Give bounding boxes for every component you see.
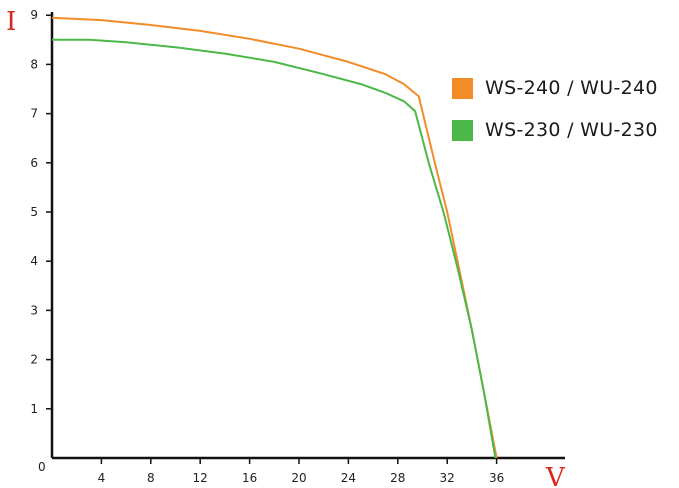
legend-item-ws230: WS-230 / WU-230	[452, 118, 658, 142]
series-layer	[51, 16, 498, 459]
axes	[50, 12, 565, 460]
x-tick-label: 28	[390, 471, 405, 485]
x-tick-label: 36	[489, 471, 504, 485]
legend-label-ws230: WS-230 / WU-230	[485, 119, 658, 141]
x-tick-label: 20	[291, 471, 306, 485]
series-line-ws230	[52, 38, 497, 459]
y-tick-label: 3	[30, 303, 38, 317]
y-tick-label: 5	[30, 205, 38, 219]
x-axis-label: V	[545, 463, 566, 488]
y-tick-label: 1	[30, 402, 38, 416]
legend: WS-240 / WU-240 WS-230 / WU-230	[452, 76, 658, 160]
legend-swatch-ws240	[452, 77, 473, 99]
x-tick-label: 8	[147, 471, 155, 485]
series-line-ws240	[51, 16, 498, 459]
legend-item-ws240: WS-240 / WU-240	[452, 76, 658, 100]
y-tick-label: 6	[30, 156, 38, 170]
x-tick-label: 24	[341, 471, 356, 485]
legend-swatch-ws230	[452, 119, 473, 141]
y-tick-label: 9	[30, 8, 38, 22]
y-axis-label: I	[6, 7, 16, 37]
x-tick-label: 12	[193, 471, 208, 485]
y-tick-label: 4	[30, 254, 38, 268]
x-tick-label: 4	[98, 471, 106, 485]
x-tick-label: 16	[242, 471, 257, 485]
y-tick-label: 8	[30, 57, 38, 71]
x-tick-label: 32	[440, 471, 455, 485]
y-tick-label: 7	[30, 107, 38, 121]
y-tick-label: 2	[30, 353, 38, 367]
legend-label-ws240: WS-240 / WU-240	[485, 77, 658, 99]
origin-label: 0	[38, 460, 46, 474]
